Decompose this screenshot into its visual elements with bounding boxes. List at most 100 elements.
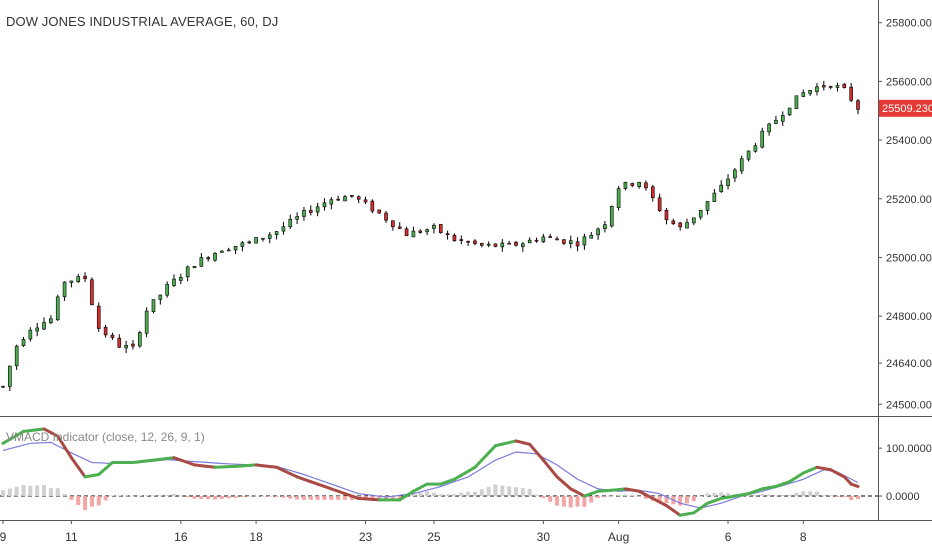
price-tick-label: 24500.000 [886, 399, 932, 411]
candle-body [214, 253, 217, 260]
histogram-bar [1, 490, 5, 496]
histogram-bar [487, 487, 491, 496]
candle-body [658, 198, 661, 211]
last-price-label: 25509.230 [882, 103, 932, 115]
histogram-bar [281, 496, 285, 498]
candle[interactable] [193, 266, 196, 268]
histogram-bar [747, 495, 751, 496]
histogram-bar [432, 493, 436, 496]
candle-body [597, 229, 600, 235]
candle-body [152, 300, 155, 312]
candle-body [405, 229, 408, 236]
histogram-bar [774, 495, 778, 496]
candle-body [624, 182, 627, 188]
histogram-bar [213, 496, 217, 499]
candle-body [603, 225, 606, 229]
histogram-bar [452, 494, 456, 496]
candle-body [173, 279, 176, 285]
candle-body [706, 201, 709, 210]
histogram-bar [131, 496, 135, 497]
candle[interactable] [138, 331, 141, 348]
candle-body [118, 338, 121, 347]
candle-body [49, 319, 52, 323]
candle-body [419, 231, 422, 233]
candle-body [727, 179, 730, 186]
candle[interactable] [90, 277, 93, 305]
candle-body [631, 183, 634, 185]
histogram-bar [781, 495, 785, 496]
candle-body [617, 189, 620, 208]
candle-body [145, 311, 148, 333]
candle[interactable] [494, 243, 497, 247]
histogram-bar [507, 486, 511, 496]
candle-body [371, 201, 374, 211]
candle-body [508, 243, 511, 244]
histogram-bar [589, 496, 593, 502]
candle-body [268, 235, 271, 239]
candle[interactable] [56, 295, 59, 321]
histogram-bar [760, 494, 764, 496]
candle-body [733, 170, 736, 178]
candle[interactable] [439, 224, 442, 234]
candle-body [638, 182, 641, 186]
candle-body [296, 217, 299, 220]
candle[interactable] [617, 186, 620, 210]
histogram-bar [240, 496, 244, 497]
candle-body [740, 159, 743, 171]
candle[interactable] [214, 252, 217, 262]
histogram-bar [576, 496, 580, 507]
price-tick-label: 25400.000 [886, 135, 932, 147]
candle[interactable] [610, 206, 613, 228]
candle-body [672, 221, 675, 224]
histogram-bar [35, 485, 39, 496]
histogram-bar [637, 496, 641, 497]
histogram-bar [528, 489, 532, 496]
histogram-bar [322, 496, 326, 500]
candle[interactable] [378, 210, 381, 214]
time-tick-label: 11 [65, 530, 78, 544]
candle-body [63, 282, 66, 297]
histogram-bar [514, 487, 518, 496]
candle[interactable] [97, 303, 100, 332]
time-tick-label: 16 [174, 530, 188, 544]
candle-body [234, 246, 237, 250]
candle-body [521, 244, 524, 247]
candle-body [357, 197, 360, 200]
candle[interactable] [152, 300, 155, 314]
candle[interactable] [761, 128, 764, 149]
histogram-bar [719, 492, 723, 496]
candle-body [836, 86, 839, 88]
time-tick-label: 8 [800, 530, 807, 544]
histogram-bar [336, 496, 340, 500]
histogram-bar [480, 489, 484, 496]
candle[interactable] [371, 199, 374, 213]
candle-body [77, 277, 80, 282]
candle-body [97, 306, 100, 328]
histogram-bar [234, 496, 238, 498]
candle-body [569, 241, 572, 244]
candle-body [391, 221, 394, 227]
candle-body [460, 240, 463, 241]
histogram-bar [151, 495, 155, 496]
histogram-bar [699, 496, 703, 497]
candle-body [43, 322, 46, 329]
candle-body [679, 223, 682, 227]
candle[interactable] [788, 108, 791, 116]
histogram-bar [63, 494, 67, 496]
histogram-bar [685, 496, 689, 503]
histogram-bar [165, 495, 169, 496]
candle[interactable] [145, 307, 148, 337]
candle[interactable] [255, 237, 258, 244]
histogram-bar [42, 485, 46, 496]
candle[interactable] [795, 96, 798, 109]
histogram-bar [97, 496, 101, 505]
histogram-bar [28, 486, 32, 496]
candle-body [344, 197, 347, 201]
candle-body [84, 276, 87, 278]
candle-body [378, 210, 381, 213]
candle-body [781, 115, 784, 121]
candle-body [385, 213, 388, 220]
histogram-bar [186, 496, 190, 497]
